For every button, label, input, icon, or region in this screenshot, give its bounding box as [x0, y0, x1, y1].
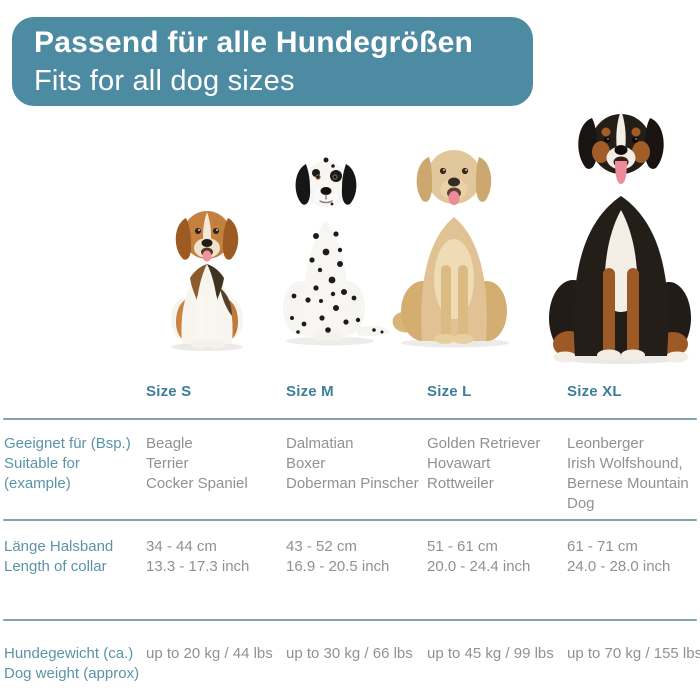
column-header-size-xl: Size XL: [567, 383, 622, 400]
cell-weight-size-s: up to 20 kg / 44 lbs: [146, 645, 273, 662]
table-divider: [3, 619, 697, 621]
golden-retriever-photo: [390, 133, 520, 348]
cell-suitable-size-l: Golden Retriever Hovawart Rottweiler: [427, 435, 541, 492]
cell-suitable-size-m: Dalmatian Boxer Doberman Pinscher: [286, 435, 419, 492]
cell-collar-size-xl: 61 - 71 cm 24.0 - 28.0 inch: [567, 538, 671, 575]
header-banner: Passend für alle Hundegrößen Fits for al…: [12, 17, 533, 106]
row-label-collar-length: Länge Halsband Length of collar: [4, 538, 114, 575]
row-label-suitable-for: Geeignet für (Bsp.) Suitable for (exampl…: [4, 435, 131, 492]
cell-weight-size-xl: up to 70 kg / 155 lbs: [567, 645, 700, 662]
cell-collar-size-m: 43 - 52 cm 16.9 - 20.5 inch: [286, 538, 390, 575]
beagle-photo: [166, 202, 248, 352]
column-header-size-s: Size S: [146, 383, 192, 400]
bernese-mountain-dog-photo: [540, 94, 700, 364]
table-divider: [3, 519, 697, 521]
cell-suitable-size-xl: Leonberger Irish Wolfshound, Bernese Mou…: [567, 435, 689, 512]
cell-weight-size-m: up to 30 kg / 66 lbs: [286, 645, 413, 662]
cell-collar-size-s: 34 - 44 cm 13.3 - 17.3 inch: [146, 538, 250, 575]
header-title-english: Fits for all dog sizes: [34, 65, 295, 97]
column-header-size-l: Size L: [427, 383, 472, 400]
cell-weight-size-l: up to 45 kg / 99 lbs: [427, 645, 554, 662]
column-header-size-m: Size M: [286, 383, 334, 400]
dalmatian-photo: [278, 146, 394, 346]
table-divider: [3, 418, 697, 420]
cell-suitable-size-s: Beagle Terrier Cocker Spaniel: [146, 435, 248, 492]
header-title-german: Passend für alle Hundegrößen: [34, 26, 474, 59]
row-label-dog-weight: Hundegewicht (ca.) Dog weight (approx): [4, 645, 140, 682]
cell-collar-size-l: 51 - 61 cm 20.0 - 24.4 inch: [427, 538, 531, 575]
